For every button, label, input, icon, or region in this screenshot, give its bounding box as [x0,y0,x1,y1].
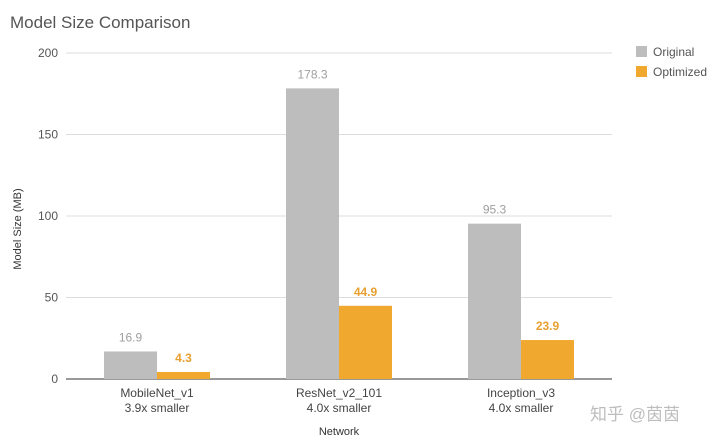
legend-label-optimized: Optimized [653,65,707,79]
x-tick-sublabel: 3.9x smaller [125,401,190,415]
watermark: 知乎 @茵茵 [590,405,680,424]
legend-label-original: Original [653,45,694,59]
bar-optimized-0 [157,371,210,379]
x-tick-label: MobileNet_v1 [120,386,194,400]
value-label-optimized-1: 44.9 [354,285,378,299]
value-label-optimized-0: 4.3 [175,351,192,365]
category-labels: MobileNet_v13.9x smallerResNet_v2_1014.0… [120,386,555,415]
x-tick-label: ResNet_v2_101 [296,386,382,400]
y-axis-ticks: 0 50 100 150 200 [38,46,58,386]
bar-optimized-2 [521,340,574,379]
x-axis-label: Network [319,426,360,438]
x-tick-sublabel: 4.0x smaller [489,401,554,415]
y-tick-label: 200 [38,46,58,60]
bar-original-0 [104,351,157,379]
value-label-original-1: 178.3 [297,67,327,81]
value-label-original-0: 16.9 [119,330,143,344]
value-label-original-2: 95.3 [483,203,507,217]
legend-swatch-original [636,46,647,57]
y-axis-label: Model Size (MB) [12,188,24,269]
chart-title: Model Size Comparison [10,13,190,32]
bars [104,88,574,379]
x-tick-sublabel: 4.0x smaller [307,401,372,415]
y-tick-label: 50 [45,291,59,305]
bar-original-2 [468,223,521,379]
y-tick-label: 150 [38,128,58,142]
x-tick-label: Inception_v3 [487,386,555,400]
legend-swatch-optimized [636,66,647,77]
y-tick-label: 0 [51,372,58,386]
bar-optimized-1 [339,305,392,379]
value-labels: 16.9 4.3 178.3 44.9 95.3 23.9 [119,67,560,365]
legend: Original Optimized [636,45,707,79]
bar-original-1 [286,88,339,379]
value-label-optimized-2: 23.9 [536,319,560,333]
y-tick-label: 100 [38,209,58,223]
